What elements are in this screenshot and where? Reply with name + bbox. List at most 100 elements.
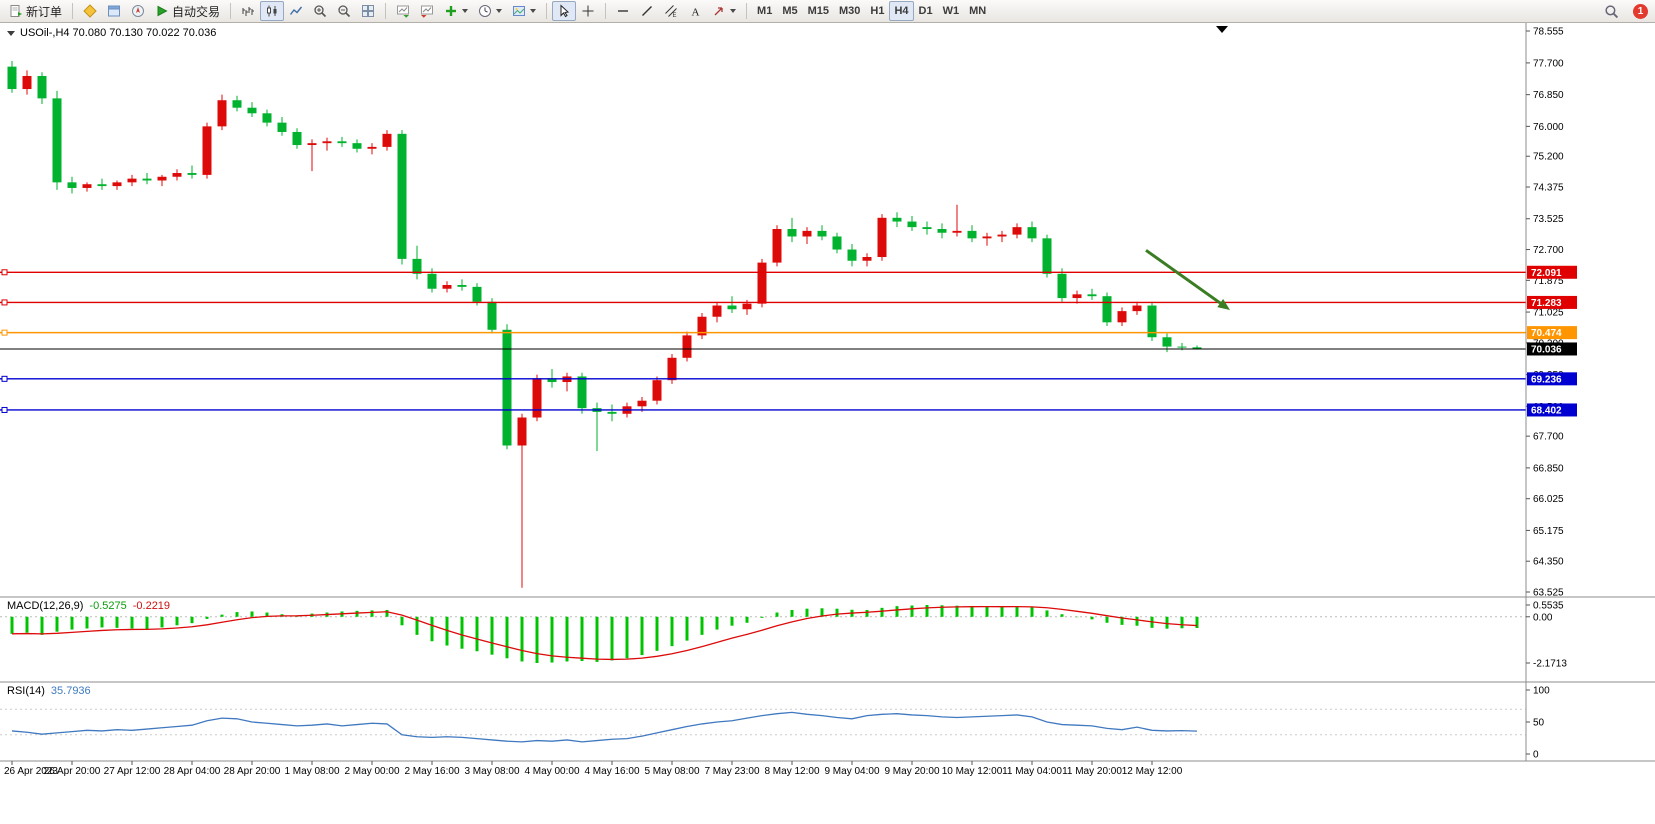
zoom-in-button[interactable] xyxy=(308,1,332,21)
candle-body xyxy=(727,305,737,310)
timeframe-button-m5[interactable]: M5 xyxy=(777,1,802,21)
rsi-scale-label: 50 xyxy=(1533,718,1545,729)
horizontal-line-icon xyxy=(618,10,629,12)
new-order-button[interactable]: 新订单 xyxy=(4,1,67,21)
candle-body xyxy=(502,329,512,446)
chart-plot-area[interactable]: 78.555 77.700 76.850 76.000 75.200 74.375 73.5… xyxy=(0,23,1655,782)
crosshair-icon xyxy=(582,5,594,17)
candle-body xyxy=(1027,227,1037,239)
line-chart-mode-button[interactable] xyxy=(284,1,308,21)
price-marker-label: 72.091 xyxy=(1531,268,1562,279)
search-button[interactable] xyxy=(1599,1,1624,21)
periods-button[interactable] xyxy=(473,1,507,21)
timeframe-button-w1[interactable]: W1 xyxy=(938,1,965,21)
candle-body xyxy=(532,378,542,418)
zoom-in-icon xyxy=(314,5,327,18)
one-click-trading-arrow-icon[interactable] xyxy=(7,30,15,36)
time-axis-label: 8 May 12:00 xyxy=(764,766,819,777)
bar-chart-icon xyxy=(242,7,255,16)
auto-scroll-button[interactable] xyxy=(391,1,415,21)
timeframe-button-m30[interactable]: M30 xyxy=(834,1,865,21)
market-watch-button[interactable] xyxy=(102,1,126,21)
chevron-down-icon xyxy=(730,9,737,13)
candlestick-mode-button[interactable] xyxy=(260,1,285,21)
candle-body xyxy=(442,284,452,289)
toolbar-separator xyxy=(746,3,748,19)
timeframe-button-d1[interactable]: D1 xyxy=(914,1,938,21)
candle-body xyxy=(1102,296,1112,323)
templates-button[interactable] xyxy=(507,1,541,21)
equidistant-channel-icon: E xyxy=(665,5,677,18)
new-order-icon xyxy=(10,5,22,17)
arrows-tool-button[interactable] xyxy=(707,1,741,21)
trend-arrow-head[interactable] xyxy=(1217,298,1230,311)
candle-body xyxy=(382,133,392,147)
candle-body xyxy=(337,141,347,144)
time-axis-label: 3 May 08:00 xyxy=(464,766,519,777)
candle-body xyxy=(487,301,497,330)
time-axis-label: 27 Apr 12:00 xyxy=(104,766,161,777)
market-watch-icon xyxy=(108,5,121,17)
candle-body xyxy=(1162,337,1172,347)
timeframe-button-h1[interactable]: H1 xyxy=(865,1,889,21)
svg-text:A: A xyxy=(692,7,700,19)
candle-body xyxy=(772,229,782,263)
price-tick-label: 72.700 xyxy=(1533,245,1564,256)
timeframe-button-h4[interactable]: H4 xyxy=(889,1,914,21)
add-indicator-button[interactable] xyxy=(439,1,473,21)
timeframe-button-m1[interactable]: M1 xyxy=(752,1,777,21)
time-axis-label: 5 May 08:00 xyxy=(644,766,699,777)
crosshair-tool-button[interactable] xyxy=(576,1,600,21)
candle-body xyxy=(682,335,692,358)
chart-shift-marker[interactable] xyxy=(1216,26,1228,33)
candle-body xyxy=(952,230,962,233)
hline-handle[interactable] xyxy=(1,329,8,336)
trend-arrow[interactable] xyxy=(1145,249,1222,305)
bar-chart-mode-button[interactable] xyxy=(236,1,260,21)
hline-handle[interactable] xyxy=(1,299,8,306)
toolbar-separator xyxy=(230,3,232,19)
metaeditor-button[interactable] xyxy=(78,1,102,21)
candle-body xyxy=(277,122,287,132)
candle-body xyxy=(877,217,887,258)
notification-badge[interactable]: 1 xyxy=(1633,3,1648,19)
candle-body xyxy=(1147,305,1157,338)
tile-windows-button[interactable] xyxy=(356,1,380,21)
timeframe-button-m15[interactable]: M15 xyxy=(803,1,834,21)
price-tick-label: 67.700 xyxy=(1533,432,1564,443)
autotrading-button[interactable]: 自动交易 xyxy=(150,1,225,21)
zoom-out-button[interactable] xyxy=(332,1,356,21)
cursor-tool-button[interactable] xyxy=(552,1,577,21)
candle-body xyxy=(247,107,257,114)
trendline-tool-button[interactable] xyxy=(635,1,659,21)
chart-window: 78.555 77.700 76.850 76.000 75.200 74.375 73.5… xyxy=(0,23,1655,782)
candle-body xyxy=(67,182,77,188)
chart-shift-button[interactable] xyxy=(415,1,439,21)
timeframe-button-mn[interactable]: MN xyxy=(964,1,991,21)
macd-signal-line xyxy=(11,605,1198,661)
time-axis-label: 26 Apr 20:00 xyxy=(44,766,101,777)
toolbar-separator xyxy=(546,3,548,19)
hline-handle[interactable] xyxy=(1,406,8,413)
toolbar-right-group: 1 xyxy=(1599,1,1651,21)
hline-handle[interactable] xyxy=(1,375,8,382)
price-marker-label: 70.474 xyxy=(1531,328,1562,339)
candle-body xyxy=(187,173,197,175)
channel-tool-button[interactable]: E xyxy=(659,1,683,21)
text-tool-button[interactable]: A xyxy=(683,1,707,21)
time-axis-label: 11 May 20:00 xyxy=(1062,766,1122,777)
text-tool-icon: A xyxy=(692,7,700,19)
toolbar-separator xyxy=(385,3,387,19)
horizontal-line-tool-button[interactable] xyxy=(611,1,635,21)
candle-body xyxy=(157,176,167,181)
candle-body xyxy=(517,417,527,446)
navigator-button[interactable] xyxy=(126,1,150,21)
time-axis-label: 9 May 20:00 xyxy=(884,766,939,777)
hline-handle[interactable] xyxy=(1,269,8,276)
chart-shift-icon xyxy=(421,5,434,18)
candle-body xyxy=(232,100,242,108)
candle-body xyxy=(652,380,662,401)
time-axis-label: 4 May 16:00 xyxy=(584,766,639,777)
line-chart-icon xyxy=(289,6,303,15)
price-marker-70.036 xyxy=(1527,342,1577,356)
